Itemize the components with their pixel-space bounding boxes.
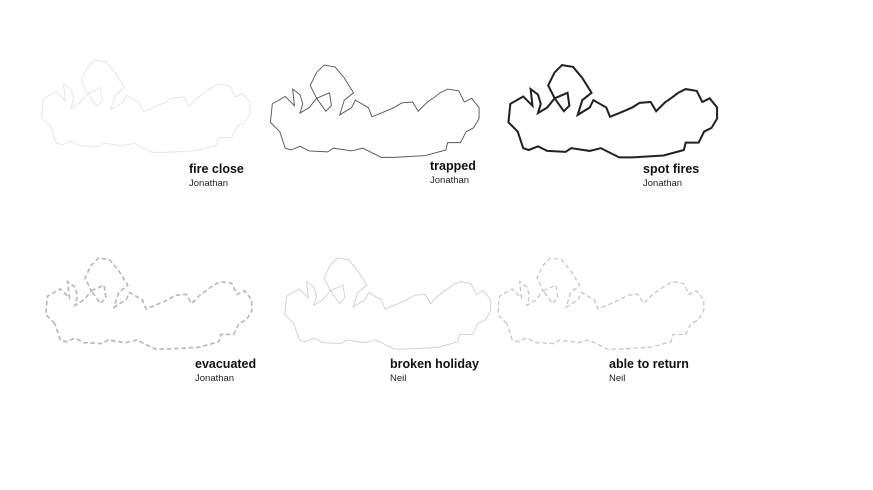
caption-title: able to return	[609, 357, 689, 371]
caption-author: Neil	[390, 372, 407, 384]
caption-item-2: trapped Jonathan	[430, 160, 476, 185]
caption-title: spot fires	[643, 162, 700, 176]
caption-item-6: able to return Neil	[609, 358, 689, 383]
caption-item-3: spot fires Jonathan	[643, 163, 699, 188]
caption-author: Jonathan	[189, 177, 229, 189]
island-outline-shape	[44, 257, 253, 350]
island-outline-shape	[40, 59, 251, 153]
caption-author: Jonathan	[643, 177, 683, 189]
caption-item-5: broken holiday Neil	[390, 358, 479, 383]
island-outline-shape	[497, 257, 705, 350]
caption-title: fire close	[189, 162, 244, 176]
caption-author: Jonathan	[195, 372, 235, 384]
island-outline-shape	[270, 64, 480, 158]
caption-author: Neil	[609, 372, 626, 384]
island-outline-shape	[284, 257, 492, 350]
island-outline-shape	[507, 64, 719, 159]
caption-title: broken holiday	[390, 357, 479, 371]
caption-title: evacuated	[195, 357, 257, 371]
caption-title: trapped	[430, 159, 476, 173]
caption-author: Jonathan	[430, 174, 470, 186]
caption-item-1: fire close Jonathan	[189, 163, 244, 188]
caption-item-4: evacuated Jonathan	[195, 358, 256, 383]
